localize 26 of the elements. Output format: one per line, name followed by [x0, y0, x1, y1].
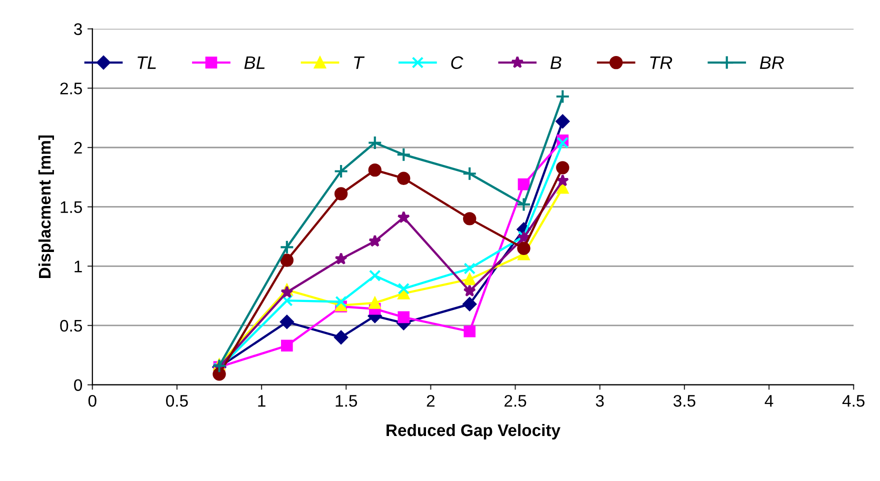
- legend-label: C: [451, 56, 464, 70]
- legend-label: B: [550, 56, 562, 69]
- y-tick-label: 2: [74, 142, 82, 154]
- legend-label: TR: [650, 56, 672, 69]
- x-tick-label: 4: [764, 395, 774, 407]
- legend-label: BL: [244, 56, 265, 69]
- legend-label: BR: [760, 56, 784, 69]
- x-axis-title: Reduced Gap Velocity: [386, 424, 560, 440]
- legend-label: T: [354, 56, 365, 69]
- y-tick-label: 0: [74, 379, 82, 392]
- y-tick-label: 1.5: [60, 201, 82, 214]
- x-tick-label: 4.5: [842, 395, 864, 407]
- y-axis-title: Displacment [mm]: [38, 136, 54, 278]
- y-tick-label: 2.5: [60, 82, 82, 94]
- x-tick-label: 2: [426, 394, 435, 407]
- x-tick-label: 2.5: [504, 394, 526, 407]
- x-tick-label: 3: [596, 394, 604, 407]
- x-tick-label: 0.5: [166, 394, 188, 407]
- x-tick-label: 1.5: [336, 395, 358, 407]
- x-tick-label: 1: [258, 395, 266, 407]
- legend-label: TL: [138, 56, 156, 69]
- x-tick-label: 0: [88, 394, 96, 407]
- x-tick-label: 3.5: [673, 394, 696, 407]
- y-tick-label: 0.5: [60, 320, 82, 332]
- y-tick-label: 1: [74, 260, 82, 272]
- y-tick-label: 3: [74, 23, 82, 36]
